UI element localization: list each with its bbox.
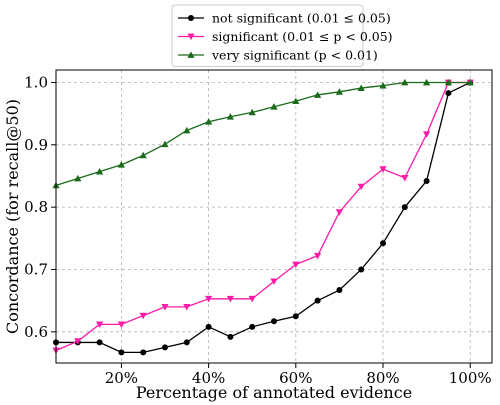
data-point xyxy=(139,312,147,320)
x-tick-label: 20% xyxy=(105,369,138,387)
data-point xyxy=(117,161,125,168)
data-point xyxy=(314,91,322,98)
data-point xyxy=(183,304,191,311)
data-point xyxy=(161,140,169,148)
data-point xyxy=(248,108,256,116)
data-point xyxy=(117,321,125,328)
grid-lines xyxy=(56,70,492,363)
data-point xyxy=(423,177,430,184)
legend-label: significant (0.01 ≤ p < 0.05) xyxy=(212,29,393,44)
data-point xyxy=(139,151,147,159)
data-point xyxy=(249,323,256,330)
series-line xyxy=(56,81,471,354)
data-point xyxy=(205,323,212,330)
data-point xyxy=(314,252,322,260)
y-tick-label: 0.9 xyxy=(24,136,48,154)
x-axis-ticks: 20% 40% 60% 80% 100% xyxy=(105,363,492,387)
series-layer xyxy=(52,78,474,356)
data-point xyxy=(423,131,431,138)
data-point xyxy=(118,349,125,356)
legend-item: very significant (p < 0.01) xyxy=(178,48,378,63)
y-tick-label: 0.7 xyxy=(24,260,48,278)
data-point xyxy=(140,349,147,356)
data-point xyxy=(423,78,431,86)
legend-swatch-marker xyxy=(187,33,195,41)
data-point xyxy=(314,297,321,304)
data-point xyxy=(335,88,343,95)
data-point xyxy=(183,126,191,134)
legend-label: not significant (0.01 ≤ 0.05) xyxy=(212,11,391,26)
data-point xyxy=(96,168,104,175)
data-point xyxy=(292,97,300,105)
data-point xyxy=(335,209,343,216)
data-point xyxy=(358,266,365,273)
x-axis-label: Percentage of annotated evidence xyxy=(136,383,412,402)
data-point xyxy=(271,318,277,325)
y-axis-ticks: 0.6 0.7 0.8 0.9 1.0 xyxy=(24,73,56,341)
y-tick-label: 0.6 xyxy=(24,323,48,341)
legend: not significant (0.01 ≤ 0.05) significant… xyxy=(171,4,393,67)
data-point xyxy=(248,295,256,303)
x-tick-label: 40% xyxy=(192,369,225,387)
legend-item: not significant (0.01 ≤ 0.05) xyxy=(178,11,391,26)
y-axis-label: Concordance (for recall@50) xyxy=(3,99,22,334)
x-tick-label: 80% xyxy=(366,369,399,387)
data-point xyxy=(74,338,82,345)
data-point xyxy=(227,333,234,340)
data-point xyxy=(401,174,409,182)
data-point xyxy=(292,261,300,269)
data-point xyxy=(226,113,234,120)
data-point xyxy=(379,81,387,89)
data-point xyxy=(96,321,104,328)
legend-swatch-marker xyxy=(187,51,195,58)
data-point xyxy=(380,240,386,247)
legend-swatch-marker xyxy=(188,15,194,21)
data-point xyxy=(205,295,213,303)
data-point xyxy=(357,84,365,91)
data-point xyxy=(96,339,103,346)
series-1 xyxy=(53,79,474,356)
data-point xyxy=(270,103,278,110)
data-point xyxy=(205,118,213,125)
data-point xyxy=(336,287,343,294)
data-point xyxy=(401,78,409,86)
data-point xyxy=(292,313,299,320)
legend-box xyxy=(171,4,364,67)
x-tick-label: 100% xyxy=(449,369,492,387)
data-point xyxy=(161,304,169,311)
data-point xyxy=(401,204,408,211)
data-point xyxy=(445,90,452,97)
series-2 xyxy=(52,79,474,355)
series-line xyxy=(55,81,471,352)
data-point xyxy=(379,166,387,173)
data-point xyxy=(226,295,234,303)
y-tick-label: 1.0 xyxy=(24,73,48,91)
data-point xyxy=(466,78,474,86)
data-point xyxy=(183,339,190,346)
plot-area-frame xyxy=(55,69,493,364)
data-point xyxy=(270,278,278,285)
data-point xyxy=(357,183,365,191)
series-line xyxy=(55,81,471,186)
data-point xyxy=(162,344,168,351)
x-tick-label: 60% xyxy=(279,369,312,387)
data-point xyxy=(74,174,82,182)
legend-label: very significant (p < 0.01) xyxy=(211,48,378,63)
data-point xyxy=(444,78,452,86)
legend-item: significant (0.01 ≤ p < 0.05) xyxy=(178,29,393,44)
series-3 xyxy=(52,78,474,189)
y-tick-label: 0.8 xyxy=(24,198,48,216)
